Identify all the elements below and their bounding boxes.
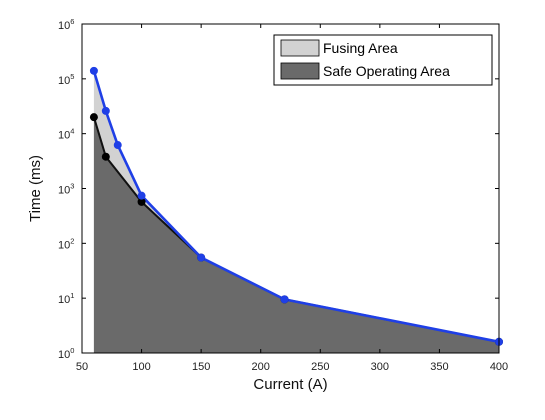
y-tick-exponent: 4 <box>70 127 74 136</box>
point-fusing-3 <box>137 191 146 200</box>
x-tick-label: 100 <box>132 361 150 373</box>
y-tick-exponent: 5 <box>70 72 74 81</box>
point-fusing-1 <box>101 106 110 115</box>
x-axis-title: Current (A) <box>253 376 327 393</box>
y-tick-exponent: 2 <box>70 236 74 245</box>
y-tick-exponent: 6 <box>70 17 74 26</box>
legend-swatch-fusing-area <box>280 39 320 57</box>
x-tick-label: 300 <box>371 361 389 373</box>
x-tick-label: 50 <box>76 361 88 373</box>
y-tick-label: 102 <box>58 236 74 251</box>
y-tick-base: 10 <box>58 239 70 251</box>
point-safe-1 <box>101 152 110 161</box>
y-tick-base: 10 <box>58 185 70 197</box>
legend-label-safe-operating-area: Safe Operating Area <box>323 63 450 79</box>
y-tick-label: 103 <box>58 182 74 197</box>
area-safe-operating-area <box>93 117 500 353</box>
point-fusing-5 <box>280 295 289 304</box>
y-tick-base: 10 <box>58 349 70 361</box>
point-fusing-2 <box>113 141 122 150</box>
y-tick-base: 10 <box>58 294 70 306</box>
legend: Fusing Area Safe Operating Area <box>273 34 493 86</box>
y-tick-label: 101 <box>58 291 74 306</box>
y-tick-exponent: 1 <box>70 291 74 300</box>
y-tick-label: 104 <box>58 127 74 142</box>
x-tick-label: 350 <box>430 361 448 373</box>
x-tick-label: 200 <box>252 361 270 373</box>
point-fusing-4 <box>197 253 206 262</box>
y-tick-label: 106 <box>58 17 74 32</box>
point-fusing-0 <box>89 66 98 75</box>
legend-swatch-safe-operating-area <box>280 62 320 80</box>
y-tick-base: 10 <box>58 130 70 142</box>
x-tick-label: 150 <box>192 361 210 373</box>
y-tick-exponent: 0 <box>70 346 74 355</box>
y-tick-exponent: 3 <box>70 182 74 191</box>
y-tick-label: 100 <box>58 346 74 361</box>
y-axis-title: Time (ms) <box>27 155 44 222</box>
y-tick-label: 105 <box>58 72 74 87</box>
point-safe-2 <box>137 197 146 206</box>
markers-layer <box>89 66 503 346</box>
x-tick-label: 250 <box>311 361 329 373</box>
legend-label-fusing-area: Fusing Area <box>323 40 398 56</box>
x-axis: 50 100 150 200 250 300 350 400 <box>76 24 508 373</box>
y-tick-base: 10 <box>58 75 70 87</box>
y-tick-base: 10 <box>58 20 70 32</box>
point-safe-0 <box>89 113 98 122</box>
areas-layer <box>93 70 500 353</box>
x-tick-label: 400 <box>490 361 508 373</box>
